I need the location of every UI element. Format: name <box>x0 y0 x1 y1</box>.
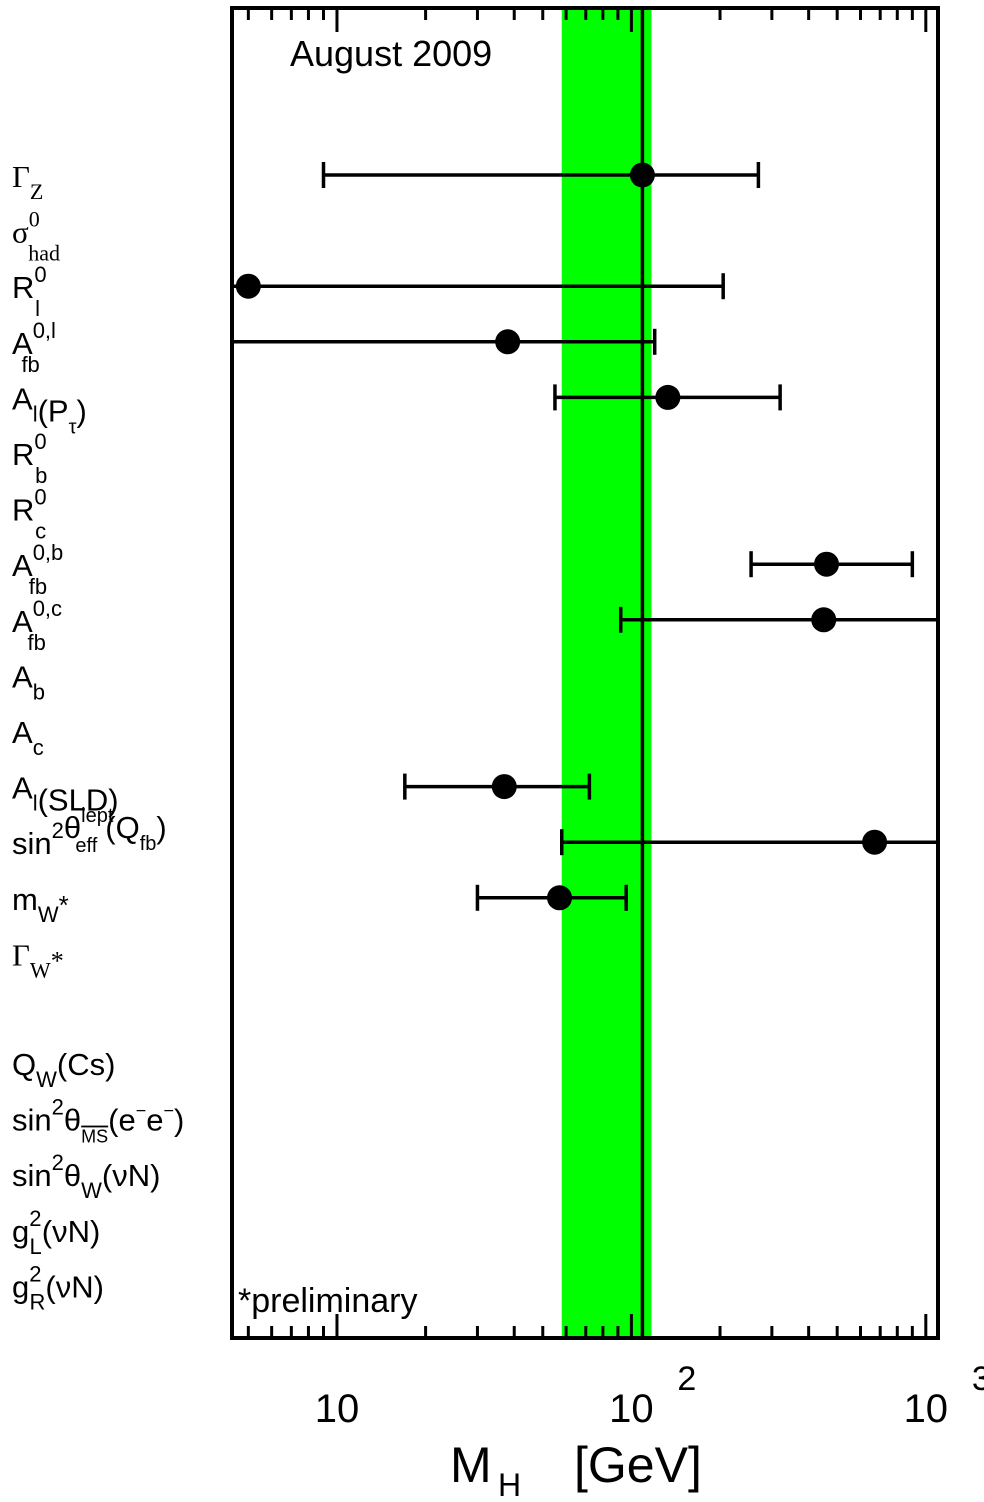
observable-label: σ0 had <box>12 207 60 266</box>
observable-label-text: Ac <box>12 715 44 760</box>
observable-label: mW* <box>12 882 69 927</box>
x-tick-label-base: 10 <box>904 1387 949 1431</box>
x-axis-title: M H [GeV] <box>450 1437 702 1502</box>
observable-label-text: A0,b fb <box>12 540 63 599</box>
chart-title: August 2009 <box>290 33 492 74</box>
sm-fit-band <box>561 8 652 1338</box>
observable-label: A0,c fb <box>12 596 62 655</box>
observable-label-text: R0 c <box>12 485 47 544</box>
observable-label: Ac <box>12 715 44 760</box>
observable-label-text: Ab <box>12 659 45 704</box>
data-point <box>495 329 521 355</box>
low-energy-label: sin2θMS(e−e−) <box>12 1095 184 1147</box>
observable-label-text: σ0 had <box>12 207 60 266</box>
observable-label-text: mW* <box>12 882 69 927</box>
observable-label-text: R0 b <box>12 429 47 488</box>
observable-label-text: ΓZ <box>12 159 43 204</box>
observable-label: R0 l <box>12 262 47 321</box>
observable-label-text: A0,l fb <box>12 318 56 377</box>
preliminary-note: *preliminary <box>238 1282 418 1320</box>
x-axis-title-unit: [GeV] <box>574 1437 702 1493</box>
x-tick-label: 10 2 <box>609 1360 696 1431</box>
observable-label: A0,b fb <box>12 540 63 599</box>
observable-label: R0 b <box>12 429 47 488</box>
observable-label: Ab <box>12 659 45 704</box>
low-energy-label: g2 R(νN) <box>12 1261 104 1314</box>
observable-label-text: sin2θlept eff(Qfb) <box>12 805 167 861</box>
data-point <box>814 551 840 577</box>
x-axis-title-sub: H <box>498 1467 521 1502</box>
low-energy-label: sin2θW(νN) <box>12 1150 160 1203</box>
x-tick-label-exponent: 3 <box>972 1360 984 1398</box>
observable-label: sin2θlept eff(Qfb) <box>12 805 167 861</box>
observable-label-text: ΓW* <box>12 937 64 982</box>
data-point <box>547 885 573 911</box>
observable-label: ΓZ <box>12 159 43 204</box>
x-tick-label-base: 10 <box>609 1387 654 1431</box>
observable-label-text: R0 l <box>12 262 47 321</box>
observable-label: R0 c <box>12 485 47 544</box>
x-tick-label-base: 10 <box>315 1387 360 1431</box>
observable-label-text: Al(SLD) <box>12 771 119 818</box>
observable-label: Al(SLD) <box>12 771 119 818</box>
observable-label-text: A0,c fb <box>12 596 62 655</box>
observable-label-text: Al(Pτ) <box>12 381 87 438</box>
data-point <box>235 273 261 299</box>
observable-label: A0,l fb <box>12 318 56 377</box>
data-point <box>629 162 655 188</box>
observable-label: Al(Pτ) <box>12 381 87 438</box>
low-energy-label: QW(Cs) <box>12 1047 115 1092</box>
x-tick-label: 10 3 <box>904 1360 984 1431</box>
data-point <box>811 607 837 633</box>
data-point <box>655 384 681 410</box>
data-point <box>491 774 517 800</box>
x-tick-label-exponent: 2 <box>677 1360 696 1398</box>
observable-label: ΓW* <box>12 937 64 982</box>
data-point <box>862 829 888 855</box>
low-energy-label: g2 L(νN) <box>12 1206 100 1259</box>
x-axis-title-main: M <box>450 1437 492 1493</box>
x-tick-label: 10 <box>315 1387 360 1431</box>
